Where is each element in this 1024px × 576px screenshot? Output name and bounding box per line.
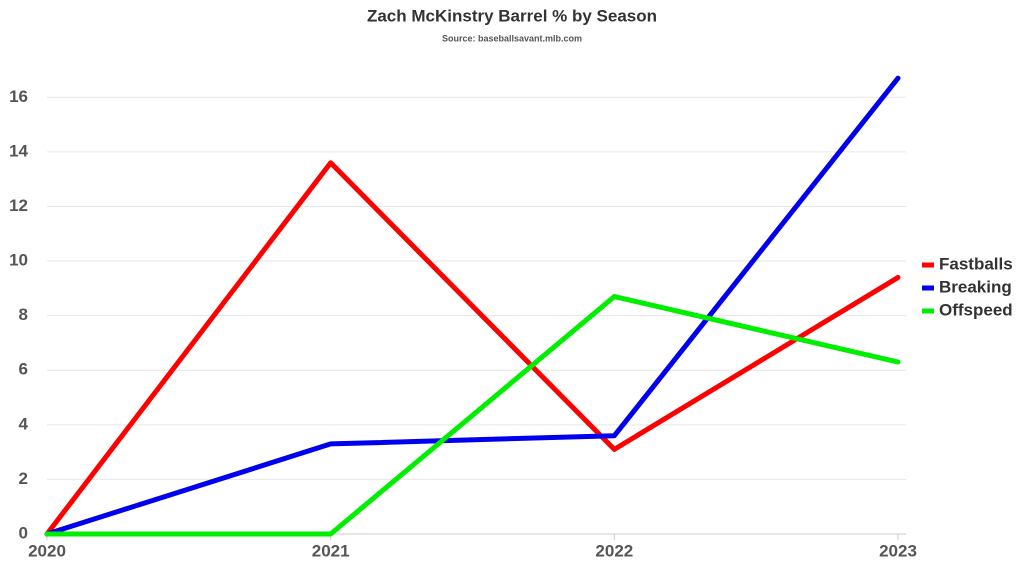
- y-tick-label: 8: [19, 305, 28, 324]
- x-tick-label: 2023: [879, 541, 917, 560]
- x-tick-label: 2022: [595, 541, 633, 560]
- x-tick-label: 2020: [28, 541, 66, 560]
- chart-title: Zach McKinstry Barrel % by Season: [367, 6, 657, 25]
- y-tick-label: 0: [19, 523, 28, 542]
- x-tick-label: 2021: [312, 541, 350, 560]
- y-tick-label: 16: [9, 87, 28, 106]
- y-tick-label: 2: [19, 469, 28, 488]
- y-tick-label: 14: [9, 141, 28, 160]
- y-tick-label: 10: [9, 251, 28, 270]
- legend-label: Breaking: [939, 277, 1012, 296]
- series-line: [44, 160, 901, 537]
- series-line: [44, 75, 901, 537]
- legend-label: Offspeed: [939, 300, 1013, 319]
- y-tick-label: 6: [19, 360, 28, 379]
- y-tick-label: 4: [19, 414, 29, 433]
- y-tick-label: 12: [9, 196, 28, 215]
- chart-subtitle: Source: baseballsavant.mlb.com: [442, 33, 582, 43]
- series-line: [44, 294, 901, 537]
- legend-label: Fastballs: [939, 254, 1013, 273]
